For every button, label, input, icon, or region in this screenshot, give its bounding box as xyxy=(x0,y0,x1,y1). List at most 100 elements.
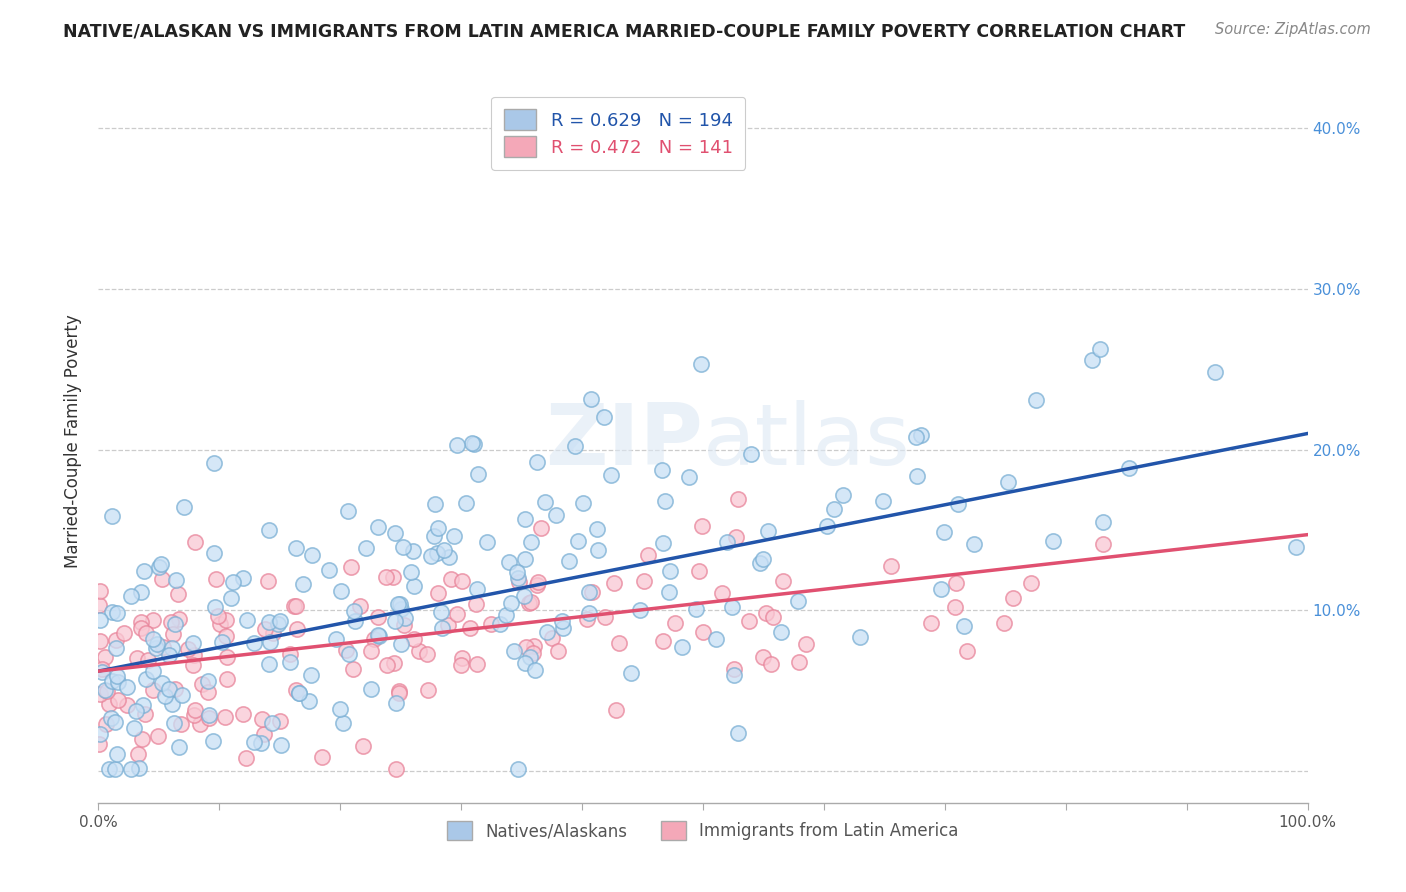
Point xyxy=(167,587,190,601)
Text: NATIVE/ALASKAN VS IMMIGRANTS FROM LATIN AMERICA MARRIED-COUPLE FAMILY POVERTY CO: NATIVE/ALASKAN VS IMMIGRANTS FROM LATIN … xyxy=(63,22,1185,40)
Text: Source: ZipAtlas.com: Source: ZipAtlas.com xyxy=(1215,22,1371,37)
Point xyxy=(98,697,121,711)
Point xyxy=(443,529,465,543)
Point xyxy=(579,392,602,406)
Point xyxy=(620,666,643,681)
Text: ZIP: ZIP xyxy=(546,400,703,483)
Point xyxy=(231,707,253,722)
Point xyxy=(929,582,952,596)
Point xyxy=(125,651,148,665)
Y-axis label: Married-Couple Family Poverty: Married-Couple Family Poverty xyxy=(63,315,82,568)
Point xyxy=(298,694,321,708)
Point xyxy=(120,590,142,604)
Point xyxy=(533,495,555,509)
Point xyxy=(131,698,153,712)
Point xyxy=(318,563,340,577)
Point xyxy=(141,664,163,678)
Point xyxy=(222,574,245,589)
Point xyxy=(183,648,205,663)
Point xyxy=(101,673,124,688)
Point xyxy=(692,625,714,640)
Point xyxy=(1025,393,1047,408)
Point xyxy=(385,696,408,710)
Point xyxy=(499,596,522,610)
Point xyxy=(211,634,233,648)
Point xyxy=(257,615,280,629)
Point xyxy=(465,597,488,611)
Point xyxy=(204,572,226,586)
Point xyxy=(215,613,238,627)
Point xyxy=(997,475,1019,490)
Point xyxy=(292,577,315,591)
Point xyxy=(214,709,236,723)
Point xyxy=(628,603,651,617)
Point xyxy=(1285,540,1308,554)
Point xyxy=(243,636,266,650)
Point xyxy=(250,712,273,726)
Point xyxy=(751,552,773,566)
Point xyxy=(495,608,517,623)
Point xyxy=(163,716,186,731)
Point xyxy=(1001,591,1024,606)
Point xyxy=(740,447,762,461)
Point xyxy=(285,622,308,636)
Point xyxy=(425,497,447,511)
Point xyxy=(522,646,544,660)
Point xyxy=(1081,353,1104,368)
Point xyxy=(489,616,512,631)
Point xyxy=(530,521,553,535)
Point xyxy=(593,409,616,424)
Point xyxy=(749,557,772,571)
Point xyxy=(197,707,219,722)
Point xyxy=(460,435,482,450)
Point xyxy=(105,633,128,648)
Point xyxy=(721,600,744,615)
Point xyxy=(337,648,360,662)
Point xyxy=(101,605,124,619)
Point xyxy=(688,565,710,579)
Point xyxy=(343,604,366,618)
Point xyxy=(789,655,811,669)
Point xyxy=(723,662,745,676)
Point xyxy=(131,731,153,746)
Point xyxy=(103,714,125,729)
Point xyxy=(1042,534,1064,549)
Point xyxy=(105,606,128,620)
Point xyxy=(219,591,242,605)
Point xyxy=(389,636,412,650)
Point xyxy=(513,552,536,566)
Point xyxy=(311,750,333,764)
Point xyxy=(332,716,354,731)
Point xyxy=(415,648,437,662)
Point xyxy=(107,692,129,706)
Point xyxy=(183,535,205,549)
Point xyxy=(354,541,377,556)
Point xyxy=(105,747,128,761)
Point xyxy=(262,625,284,640)
Point xyxy=(399,566,422,580)
Point xyxy=(202,546,225,560)
Point xyxy=(637,548,659,562)
Point xyxy=(578,585,600,599)
Point xyxy=(520,534,543,549)
Point xyxy=(149,557,172,571)
Point xyxy=(477,535,499,549)
Point xyxy=(173,500,195,514)
Point xyxy=(352,739,374,754)
Point xyxy=(943,599,966,614)
Point xyxy=(215,629,238,643)
Point xyxy=(652,535,675,549)
Point xyxy=(112,625,135,640)
Point xyxy=(567,534,589,549)
Point xyxy=(420,549,443,564)
Point xyxy=(360,682,382,697)
Point xyxy=(89,584,111,599)
Point xyxy=(129,584,152,599)
Point xyxy=(202,457,225,471)
Point xyxy=(463,436,485,450)
Point xyxy=(831,488,853,502)
Point xyxy=(945,575,967,590)
Point xyxy=(329,702,352,716)
Point xyxy=(432,543,454,558)
Point xyxy=(367,628,389,642)
